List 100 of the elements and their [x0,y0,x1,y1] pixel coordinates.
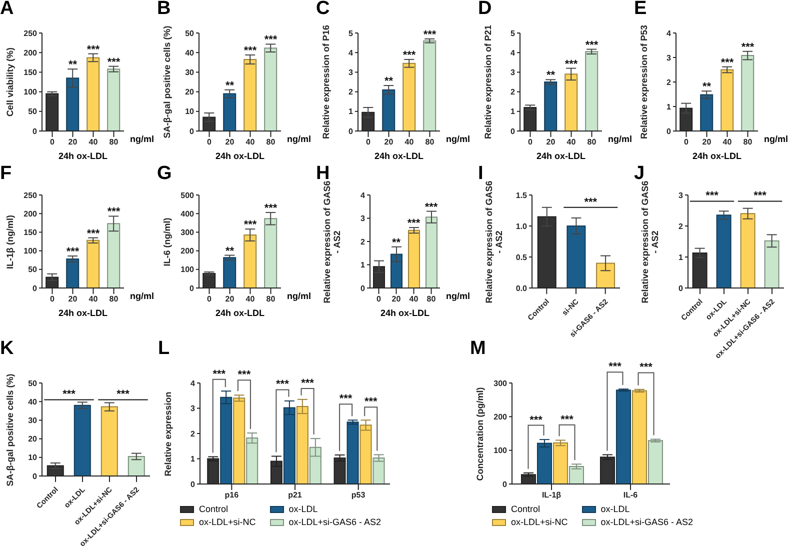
y-axis-title: IL-1β (ng/ml) [5,214,15,268]
chart-title: A [0,0,14,20]
y-tick-label: 3 [510,68,516,78]
text: ng/ml [287,134,311,144]
text: ng/ml [764,134,788,144]
y-tick-label: 150 [24,68,38,78]
y-tick-label: 30 [28,416,38,426]
y-tick-label: 50 [185,28,195,38]
y-tick-label: 5 [510,28,516,38]
annotation: *** [244,219,258,232]
annotation: *** [264,34,278,46]
x-tick-label: 40 [246,138,256,147]
y-tick-label: 2 [360,237,366,246]
x-tick-label: 0 [50,138,56,147]
annotation: *** [530,414,544,426]
x-axis-title: 24h ox-LDL [57,151,108,161]
y-tick-label: 1 [666,102,672,112]
chart-title: B [157,0,171,20]
y-tick-label: 0 [348,126,354,136]
y-tick-label: 200 [24,48,38,58]
annotation: ** [392,236,402,249]
x-tick-label: 80 [587,138,597,147]
text: ng/ml [130,291,154,301]
y-axis-title: Relative expression [163,390,173,478]
y-tick-label: 2 [348,88,354,97]
x-tick-label: 40 [88,138,98,147]
x-tick-label: p53 [351,490,366,500]
chart-title: L [158,338,170,360]
annotation: *** [62,388,76,401]
x-tick-label: 40 [409,294,419,304]
y-tick-label: 300 [180,228,195,238]
y-tick-label: 0 [32,472,38,481]
y-tick-label: 40 [28,397,38,406]
annotation: *** [402,49,416,62]
y-axis-title: Cell viability (%) [5,46,15,119]
y-tick-label: 3 [190,404,196,414]
y-tick-label: 2 [678,222,684,231]
y-tick-label: 20 [185,88,195,97]
y-tick-label: 250 [24,190,38,200]
x-tick-label: 20 [68,294,78,304]
y-tick-label: 0 [32,284,38,293]
x-tick-label: 40 [722,138,732,147]
y-tick-label: 4 [666,28,672,38]
y-tick-label: 3 [360,214,366,224]
y-tick-label: 1 [510,107,516,116]
y-axis-title: IL-6 (ng/ml) [162,217,172,266]
annotation: *** [560,414,574,426]
text: ng/ml [130,134,154,144]
annotation: *** [741,41,755,54]
y-tick-label: 100 [24,88,38,97]
y-tick-label: 2 [190,429,196,438]
annotation: *** [585,39,599,52]
text: ng/ml [608,134,632,144]
annotation: *** [264,202,278,214]
y-tick-label: 0 [190,284,195,293]
chart-title: M [470,338,486,360]
annotation: *** [584,196,598,208]
y-tick-label: 1.0 [516,222,528,231]
x-tick-label: 20 [392,294,402,304]
y-tick-label: 30 [185,68,195,78]
x-tick-label: 20 [546,138,556,147]
y-tick-label: 250 [24,28,38,38]
y-tick-label: 150 [24,228,38,238]
y-tick-label: 100 [180,265,195,274]
y-tick-label: 400 [180,209,195,218]
chart-title: K [0,338,14,360]
y-tick-label: 1 [190,454,196,464]
y-axis-title: Relative expression of P21 [483,24,493,142]
text: ng/ml [446,134,470,144]
x-tick-label: p21 [288,490,302,500]
y-tick-label: 4 [510,48,516,58]
annotation: *** [66,246,80,258]
annotation: *** [86,44,100,56]
x-tick-label: 20 [68,138,78,147]
annotation: *** [339,393,353,406]
y-tick-label: 5 [348,28,354,38]
y-axis-title: Relative expression of GAS6 - AS2 [322,180,342,303]
chart-title: E [634,0,647,20]
annotation: *** [608,361,622,374]
y-axis-title: Relative expression of GAS6 - AS2 [484,180,504,303]
y-tick-label: 0.5 [516,252,528,262]
y-tick-label: 50 [28,107,38,116]
x-tick-label: IL-1β [542,490,562,500]
x-tick-label: 20 [225,138,235,147]
y-axis-title: Relative expression of P53 [639,24,649,142]
y-tick-label: 4 [348,48,354,58]
annotation: ** [546,70,556,82]
annotation: *** [364,396,378,408]
y-axis-title: Relative expression of P16 [321,24,331,142]
y-tick-label: 40 [185,48,195,58]
y-tick-label: 1 [348,107,354,116]
y-axis-title: SA-β-gal positive cells (%) [5,372,15,488]
chart-title: F [0,163,12,185]
annotation: *** [424,201,438,214]
annotation: *** [212,368,226,380]
x-tick-label: 80 [426,294,436,304]
y-tick-label: 0 [190,126,195,136]
x-tick-label: 80 [743,138,753,147]
y-tick-label: 1.5 [516,190,528,200]
x-tick-label: 0 [50,294,56,304]
